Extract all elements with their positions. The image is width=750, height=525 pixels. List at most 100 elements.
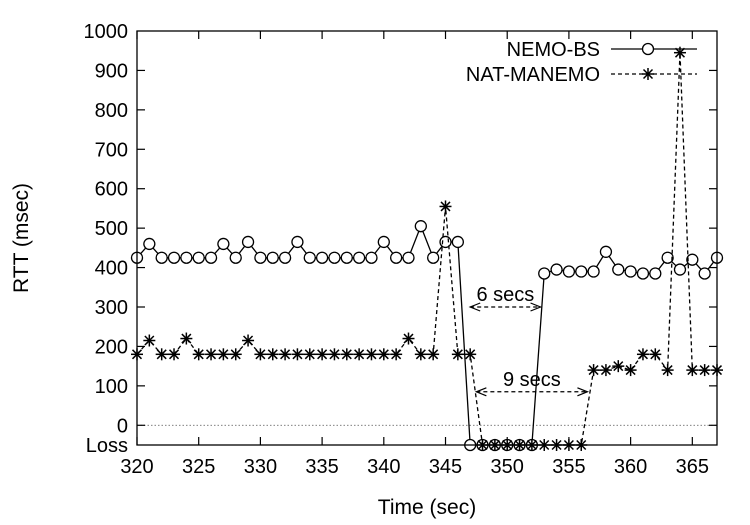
data-point-asterisk (599, 364, 612, 377)
data-point-circle (698, 267, 711, 280)
x-tick-label: 365 (676, 456, 709, 478)
data-point-circle (599, 245, 613, 258)
annotation-arrowhead (577, 387, 590, 397)
y-tick-label: 100 (95, 376, 128, 398)
data-point-asterisk (686, 364, 699, 377)
data-point-asterisk (217, 348, 230, 361)
data-point-asterisk (254, 348, 267, 361)
data-point-asterisk (353, 348, 366, 361)
data-point-circle (624, 265, 637, 278)
data-point-circle (612, 263, 625, 276)
y-tick-label: 700 (95, 139, 128, 161)
data-point-circle (389, 251, 403, 264)
data-point-asterisk (155, 348, 168, 361)
data-point-asterisk (439, 200, 452, 213)
y-tick-label: 400 (95, 258, 128, 280)
data-point-circle (291, 235, 304, 249)
data-point-circle (636, 267, 650, 280)
data-point-circle (204, 251, 218, 264)
data-point-circle (303, 251, 316, 264)
data-point-circle (538, 267, 551, 280)
data-point-asterisk (649, 348, 662, 361)
y-tick-label: Loss (86, 435, 128, 457)
data-point-circle (451, 235, 465, 249)
data-point-asterisk (303, 348, 316, 361)
legend-marker-nat-manemo (642, 68, 654, 80)
data-point-asterisk (427, 348, 440, 361)
y-tick-label: 800 (95, 100, 128, 122)
x-tick-label: 340 (367, 456, 400, 478)
annotation-label-1: 9 secs (503, 369, 561, 391)
x-tick-label: 355 (552, 456, 585, 478)
data-point-asterisk (587, 364, 600, 377)
data-point-asterisk (365, 348, 378, 361)
annotation-label-0: 6 secs (476, 284, 534, 306)
data-point-asterisk (612, 360, 625, 373)
x-tick-label: 330 (244, 456, 277, 478)
data-point-circle (241, 235, 255, 249)
data-point-asterisk (636, 348, 649, 361)
legend: NEMO-BS NAT-MANEMO (466, 39, 697, 86)
annotation-arrowhead (474, 387, 487, 397)
y-tick-label: 500 (95, 218, 128, 240)
data-point-asterisk (402, 332, 415, 345)
data-point-circle (575, 265, 588, 278)
series-line-0 (136, 225, 718, 446)
x-tick-label: 345 (429, 456, 462, 478)
x-tick-label: 320 (120, 456, 153, 478)
data-point-circle (562, 265, 576, 278)
data-point-asterisk (464, 348, 477, 361)
y-tick-label: 300 (95, 297, 128, 319)
data-point-circle (365, 251, 378, 264)
data-point-circle (550, 263, 563, 276)
x-tick-label: 325 (182, 456, 215, 478)
data-point-asterisk (279, 348, 292, 361)
data-point-circle (328, 251, 341, 264)
data-point-asterisk (180, 332, 193, 345)
data-point-circle (340, 251, 353, 264)
data-point-asterisk (242, 334, 255, 347)
data-point-circle (649, 267, 662, 280)
data-point-asterisk (340, 348, 353, 361)
data-point-circle (661, 251, 674, 264)
data-point-asterisk (624, 364, 637, 377)
y-tick-label: 0 (117, 415, 128, 437)
y-axis-label: RTT (msec) (10, 183, 33, 293)
data-point-circle (377, 235, 390, 249)
data-point-circle (192, 251, 205, 264)
legend-label-nemo-bs: NEMO-BS (507, 39, 600, 61)
y-tick-label: 200 (95, 336, 128, 358)
data-point-asterisk (661, 364, 674, 377)
data-point-asterisk (328, 348, 341, 361)
legend-label-nat-manemo: NAT-MANEMO (466, 64, 600, 86)
data-point-circle (155, 251, 168, 264)
legend-marker-nemo-bs (641, 42, 655, 56)
data-point-circle (217, 237, 230, 251)
data-point-asterisk (377, 348, 390, 361)
data-point-circle (315, 251, 329, 264)
data-point-asterisk (229, 348, 242, 361)
x-tick-label: 360 (614, 456, 647, 478)
plot-frame (136, 30, 718, 446)
y-tick-label: 600 (95, 179, 128, 201)
annotation-arrowhead (468, 302, 481, 312)
data-point-circle (673, 263, 687, 276)
y-tick-label: 1000 (84, 21, 129, 43)
data-point-circle (427, 251, 440, 264)
annotation-layer: 6 secs 9 secs (468, 284, 590, 397)
x-tick-label: 350 (491, 456, 524, 478)
data-point-circle (180, 251, 193, 264)
data-point-circle (167, 251, 181, 264)
data-point-circle (266, 251, 279, 264)
data-point-asterisk (414, 348, 427, 361)
data-point-asterisk (316, 348, 329, 361)
data-point-circle (278, 251, 292, 264)
data-point-circle (229, 251, 242, 264)
annotation-arrowhead (530, 302, 543, 312)
data-point-circle (686, 253, 699, 266)
data-point-circle (254, 251, 267, 264)
data-point-asterisk (291, 348, 304, 361)
data-point-asterisk (205, 348, 218, 361)
data-point-circle (587, 265, 600, 278)
